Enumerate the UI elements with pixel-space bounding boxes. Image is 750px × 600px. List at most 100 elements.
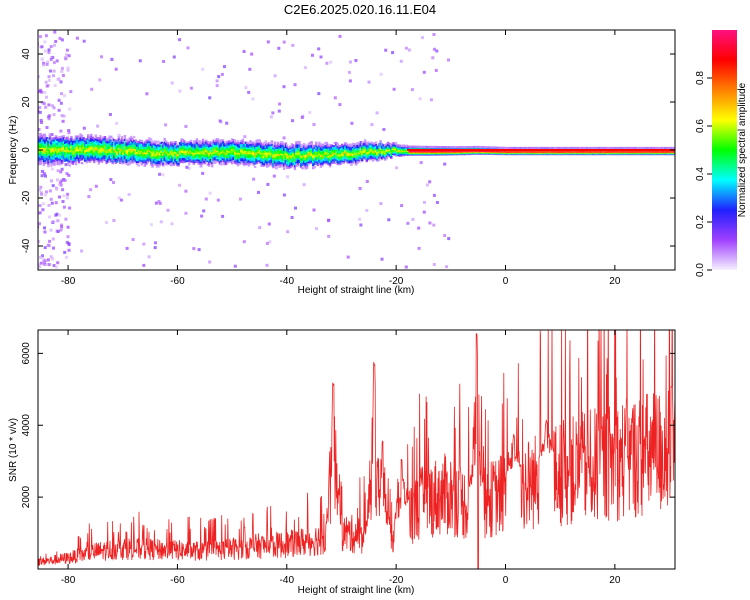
heatmap-cell xyxy=(195,150,199,153)
heatmap-cell xyxy=(312,150,315,154)
heatmap-cell xyxy=(345,143,349,146)
heatmap-cell xyxy=(59,150,62,153)
heatmap-cell xyxy=(260,156,263,159)
heatmap-cell xyxy=(258,156,261,159)
heatmap-cell xyxy=(45,137,49,140)
heatmap-cell xyxy=(305,152,309,155)
heatmap-cell xyxy=(266,145,269,148)
heatmap-cell xyxy=(62,151,65,154)
heatmap-cell xyxy=(250,159,254,162)
heatmap-cell xyxy=(52,246,55,250)
heatmap-cell xyxy=(123,147,127,151)
heatmap-cell xyxy=(267,145,270,148)
heatmap-cell xyxy=(42,102,46,106)
heatmap-cell xyxy=(180,152,183,155)
heatmap-cell xyxy=(65,153,68,156)
heatmap-cell xyxy=(120,137,124,141)
heatmap-cell xyxy=(400,204,404,208)
heatmap-cell xyxy=(155,140,159,143)
heatmap-cell xyxy=(229,142,232,145)
heatmap-cell xyxy=(243,143,246,146)
heatmap-cell xyxy=(312,159,315,162)
heatmap-cell xyxy=(204,153,208,156)
heatmap-cell xyxy=(338,149,341,152)
heatmap-cell xyxy=(119,145,122,148)
heatmap-cell xyxy=(339,156,342,159)
heatmap-cell xyxy=(169,141,173,144)
heatmap-cell xyxy=(204,158,208,161)
heatmap-cell xyxy=(47,152,50,155)
heatmap-cell xyxy=(82,145,85,148)
heatmap-cell xyxy=(342,157,346,160)
heatmap-cell xyxy=(155,149,159,152)
heatmap-cell xyxy=(45,157,49,160)
heatmap-cell xyxy=(384,158,387,161)
heatmap-cell xyxy=(321,150,324,153)
heatmap-cell xyxy=(267,149,270,152)
heatmap-cell xyxy=(165,146,168,149)
heatmap-cell xyxy=(275,148,278,151)
heatmap-cell xyxy=(106,147,110,150)
heatmap-cell xyxy=(364,144,367,147)
heatmap-cell xyxy=(212,158,215,161)
heatmap-cell xyxy=(283,159,286,162)
heatmap-cell xyxy=(235,143,238,146)
heatmap-cell xyxy=(74,155,78,158)
heatmap-cell xyxy=(136,162,139,165)
heatmap-cell xyxy=(151,142,154,145)
heatmap-cell xyxy=(91,158,94,161)
heatmap-cell xyxy=(247,159,251,162)
heatmap-cell xyxy=(244,157,248,160)
heatmap-cell xyxy=(258,146,261,149)
heatmap-cell xyxy=(214,156,217,159)
heatmap-cell xyxy=(79,148,82,152)
heatmap-cell xyxy=(260,145,263,148)
heatmap-cell xyxy=(100,160,104,163)
heatmap-cell xyxy=(194,160,197,164)
heatmap-cell xyxy=(336,156,339,159)
heatmap-cell xyxy=(292,161,295,164)
heatmap-cell xyxy=(172,151,176,154)
heatmap-cell xyxy=(128,153,131,156)
heatmap-cell xyxy=(290,158,293,161)
heatmap-cell xyxy=(555,146,558,150)
heatmap-cell xyxy=(160,150,163,153)
heatmap-cell xyxy=(113,142,116,145)
heatmap-cell xyxy=(111,139,114,142)
heatmap-cell xyxy=(234,155,237,158)
heatmap-cell xyxy=(377,158,381,161)
heatmap-cell xyxy=(331,157,335,160)
heatmap-cell xyxy=(385,145,388,148)
heatmap-cell xyxy=(367,144,370,147)
heatmap-cell xyxy=(315,154,318,157)
heatmap-cell xyxy=(391,142,395,145)
heatmap-cell xyxy=(50,164,53,167)
heatmap-cell xyxy=(220,151,223,154)
heatmap-cell xyxy=(279,154,283,157)
heatmap-cell xyxy=(61,200,65,203)
heatmap-cell xyxy=(238,149,241,152)
heatmap-cell xyxy=(215,139,218,142)
heatmap-cell xyxy=(108,113,112,116)
heatmap-cell xyxy=(175,150,179,153)
heatmap-cell xyxy=(191,151,194,155)
heatmap-cell xyxy=(302,161,306,164)
heatmap-cell xyxy=(174,154,177,158)
heatmap-cell xyxy=(393,142,396,145)
heatmap-cell xyxy=(361,150,364,153)
heatmap-cell xyxy=(235,142,238,145)
heatmap-cell xyxy=(253,162,257,165)
heatmap-cell xyxy=(105,148,108,151)
heatmap-cell xyxy=(80,150,84,153)
heatmap-cell xyxy=(316,146,319,149)
heatmap-cell xyxy=(96,158,99,161)
heatmap-cell xyxy=(301,162,304,165)
heatmap-cell xyxy=(170,81,174,85)
heatmap-cell xyxy=(82,126,86,130)
heatmap-cell xyxy=(177,152,180,155)
heatmap-cell xyxy=(56,136,59,139)
heatmap-cell xyxy=(201,154,205,157)
heatmap-cell xyxy=(169,158,173,162)
heatmap-cell xyxy=(486,146,489,149)
heatmap-cell xyxy=(51,143,55,146)
